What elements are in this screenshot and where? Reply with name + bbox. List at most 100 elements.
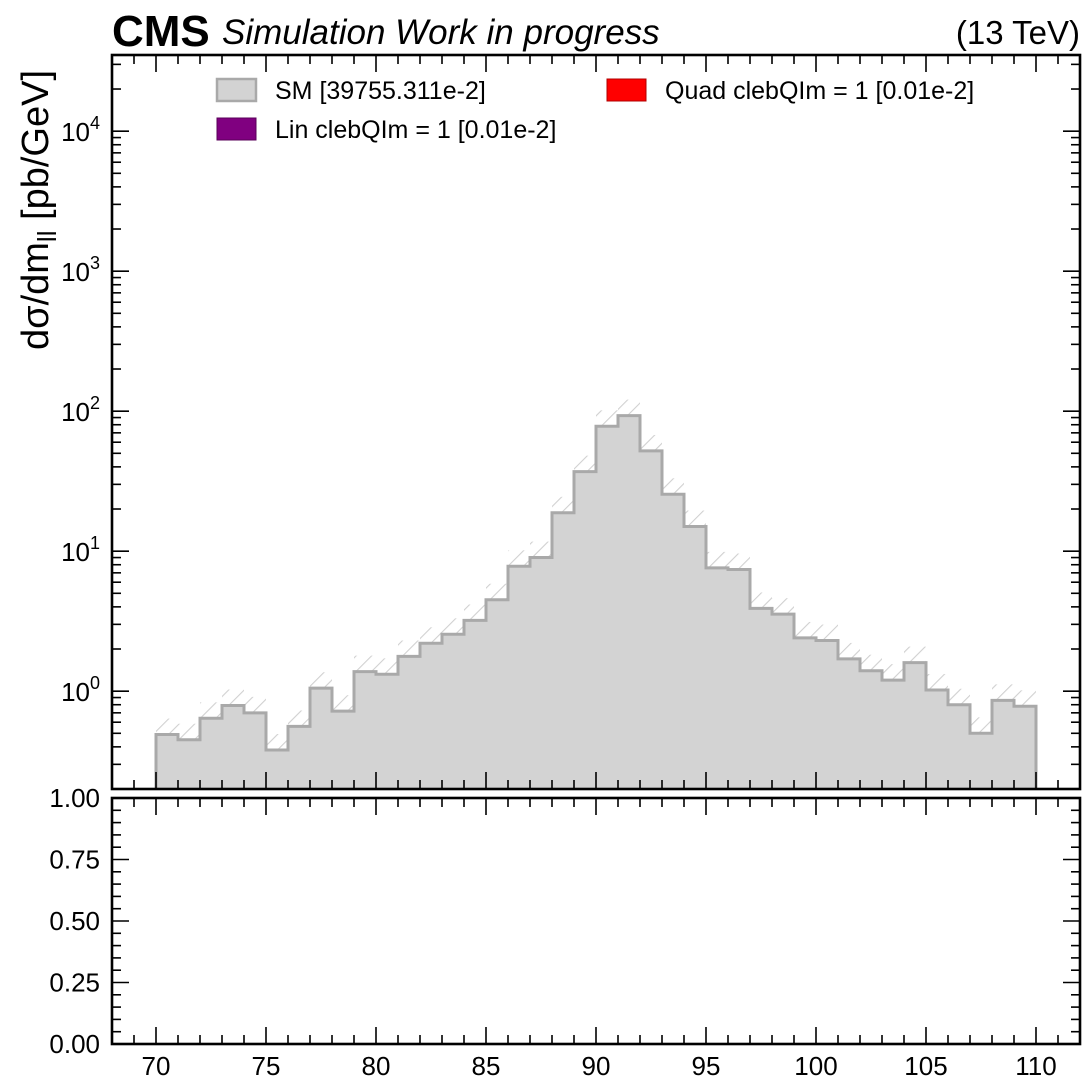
uncertainty-band (838, 642, 860, 659)
ratio-y-tick-label: 0.25 (49, 968, 100, 998)
histogram-bar (772, 614, 794, 789)
legend-label-lin: Lin clebQIm = 1 [0.01e-2] (275, 116, 556, 144)
uncertainty-band (222, 689, 244, 706)
histogram-bar (420, 643, 442, 789)
histogram-bar (244, 712, 266, 789)
uncertainty-band (178, 723, 200, 740)
histogram-bar (530, 557, 552, 789)
histogram-bar (640, 450, 662, 789)
x-tick-label: 70 (142, 1051, 171, 1081)
uncertainty-band (1014, 690, 1036, 707)
uncertainty-band (662, 478, 684, 495)
uncertainty-band (618, 399, 640, 416)
uncertainty-band (926, 673, 948, 690)
uncertainty-band (354, 655, 376, 672)
histogram-bar (948, 704, 970, 789)
legend-swatch-sm (215, 77, 258, 103)
histogram-bar (596, 426, 618, 789)
x-tick-label: 95 (692, 1051, 721, 1081)
ratio-y-tick-label: 0.75 (49, 845, 100, 875)
ratio-y-tick-label: 0.50 (49, 906, 100, 936)
main-y-ticks: 100 101 102 103 104 (61, 63, 1080, 790)
histogram-bar (838, 658, 860, 789)
x-tick-label: 75 (252, 1051, 281, 1081)
ratio-axes-frame (110, 796, 1082, 1046)
histogram-bar (222, 705, 244, 789)
ratio-y-tick-label: 0.00 (49, 1029, 100, 1059)
histogram-bar (816, 640, 838, 789)
uncertainty-band (508, 550, 530, 567)
main-axes-frame (110, 53, 1082, 791)
uncertainty-band (376, 658, 398, 675)
legend: SM [39755.311e-2] Lin clebQIm = 1 [0.01e… (215, 77, 974, 144)
uncertainty-band (882, 664, 904, 681)
histogram-bar (310, 688, 332, 789)
uncertainty-band (464, 604, 486, 621)
uncertainty-band (288, 710, 310, 727)
histogram-bar (904, 662, 926, 789)
y-tick-label: 102 (61, 393, 100, 427)
uncertainty-band (200, 702, 222, 719)
uncertainty-band (860, 654, 882, 671)
legend-swatch-quad (606, 78, 647, 102)
histogram-bar (926, 689, 948, 789)
main-x-ticks (111, 55, 1081, 789)
uncertainty-band (596, 410, 618, 427)
histogram-bar (266, 749, 288, 789)
uncertainty-band (992, 684, 1014, 701)
histogram-bar (618, 415, 640, 789)
ratio-x-ticks: 70 75 80 85 90 95 100 105 110 (111, 798, 1081, 1081)
uncertainty-band (948, 688, 970, 705)
histogram-bar (398, 656, 420, 789)
histogram-bar (1014, 706, 1036, 789)
legend-label-sm: SM [39755.311e-2] (275, 77, 486, 105)
y-tick-label: 103 (61, 253, 100, 287)
uncertainty-band (420, 627, 442, 644)
histogram-bar (662, 494, 684, 789)
uncertainty-band (266, 734, 288, 750)
histogram-bar (332, 711, 354, 789)
histogram-bar (200, 718, 222, 789)
histogram-bar (750, 608, 772, 789)
histogram-bar (354, 671, 376, 789)
extra-text: Simulation Work in progress (222, 13, 660, 52)
histogram-bar (728, 569, 750, 789)
histogram-bar (794, 637, 816, 789)
histogram-bar (508, 566, 530, 789)
histogram-bar (178, 739, 200, 789)
uncertainty-band (728, 553, 750, 570)
uncertainty-band (574, 455, 596, 472)
uncertainty-band (486, 583, 508, 600)
histogram-bar (706, 567, 728, 789)
sm-histogram (154, 399, 1038, 789)
histogram-bar (684, 526, 706, 789)
uncertainty-band (332, 695, 354, 712)
ratio-panel: 0.00 0.25 0.50 0.75 1.00 70 75 80 85 90 95 100 105 1… (49, 783, 1082, 1081)
x-tick-label: 105 (904, 1051, 947, 1081)
histogram-bar (574, 471, 596, 789)
x-tick-label: 90 (582, 1051, 611, 1081)
histogram-bar (376, 674, 398, 789)
ratio-y-ticks: 0.00 0.25 0.50 0.75 1.00 (49, 783, 1080, 1059)
uncertainty-band (684, 510, 706, 527)
y-axis-label: dσ/dmll [pb/GeV] (15, 70, 62, 350)
histogram-bar (992, 700, 1014, 789)
histogram-bar (156, 734, 178, 789)
histogram-bar (860, 670, 882, 789)
x-tick-label: 85 (472, 1051, 501, 1081)
main-panel: 100 101 102 103 104 (61, 53, 1082, 791)
histogram-bar (486, 599, 508, 789)
uncertainty-band (772, 598, 794, 615)
legend-swatch-lin (216, 117, 257, 141)
histogram-bar (288, 726, 310, 789)
x-tick-label: 100 (794, 1051, 837, 1081)
uncertainty-band (904, 646, 926, 663)
energy-label: (13 TeV) (956, 14, 1080, 51)
y-tick-label: 104 (61, 113, 100, 147)
histogram-bar (464, 620, 486, 789)
histogram-bar (442, 634, 464, 789)
experiment-label: CMS (112, 7, 210, 56)
histogram-bar (970, 733, 992, 789)
uncertainty-band (244, 696, 266, 713)
uncertainty-band (640, 434, 662, 451)
